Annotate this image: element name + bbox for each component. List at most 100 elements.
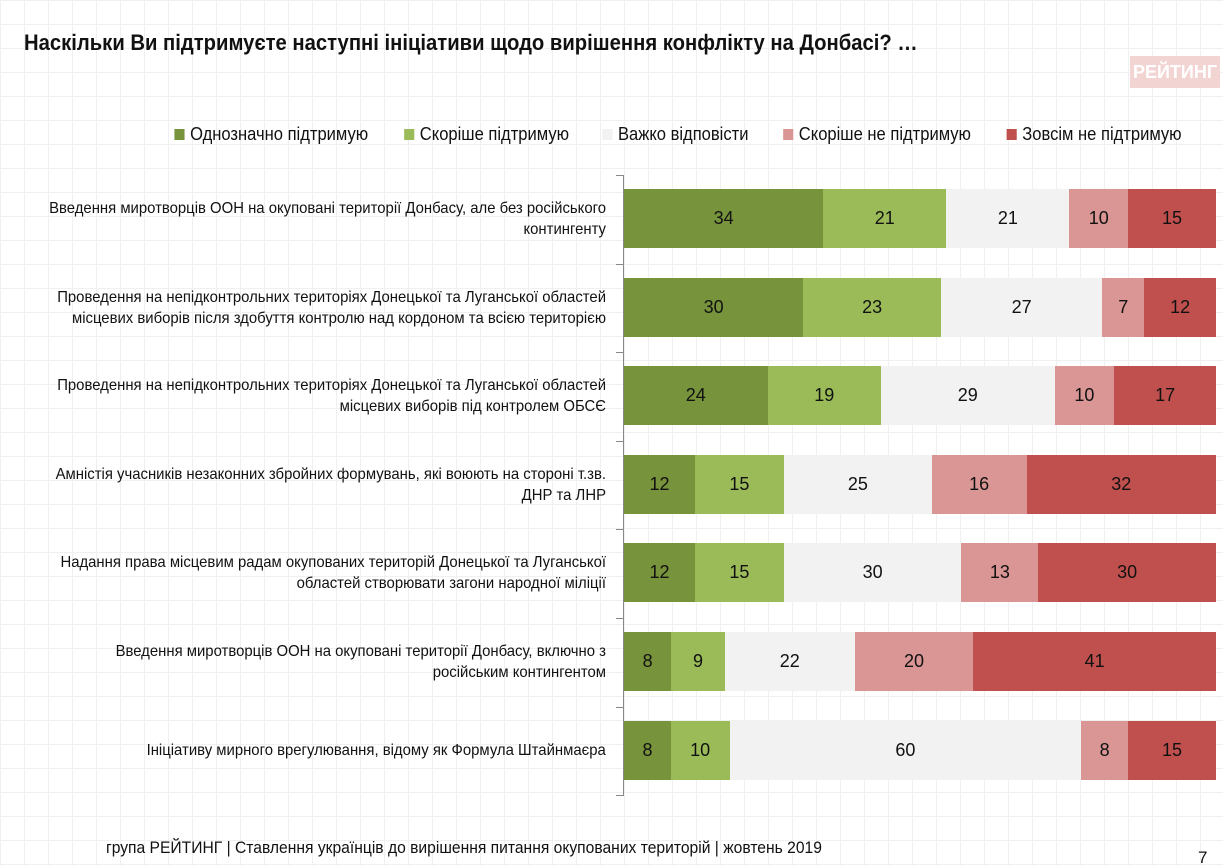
data-label: 15 [729,562,750,583]
stacked-bar: 12 15 30 13 30 [624,543,1216,603]
data-label: 13 [989,562,1010,583]
legend-swatch [602,129,613,140]
category-label: Ініціативу мирного врегулювання, відому … [0,711,606,791]
data-label: 17 [1155,385,1176,406]
bar-segment: 15 [1128,189,1216,248]
stacked-bar: 30 23 27 7 12 [624,277,1216,337]
data-label: 16 [969,473,990,494]
axis-tick [616,618,624,619]
legend-swatch [782,129,793,140]
data-label: 12 [1170,296,1191,317]
data-label: 27 [1011,296,1032,317]
bar-segment: 22 [724,632,855,691]
data-label: 30 [703,296,724,317]
legend-item: Однозначно підтримую [174,124,368,145]
category-label: Введення миротворців ООН на окуповані те… [0,179,606,259]
bar-segment: 41 [973,632,1216,691]
category-label: Амністія учасників незаконних збройних ф… [0,445,606,525]
stacked-bar: 8 10 60 8 15 [624,720,1216,780]
bar-segment: 17 [1114,366,1216,426]
bar-segment: 30 [1038,543,1216,603]
stacked-bar: 24 19 29 10 17 [624,366,1216,426]
category-label-text: Введення миротворців ООН на окуповані те… [115,643,606,681]
y-axis [623,175,624,795]
data-label: 8 [1099,739,1110,760]
data-label: 8 [642,739,653,760]
bar-segment: 25 [783,454,932,514]
legend-swatch [403,129,414,140]
rating-logo: РЕЙТИНГ [1130,56,1220,88]
category-label-text: Ініціативу мирного врегулювання, відому … [146,742,606,760]
data-label: 21 [997,208,1018,228]
data-label: 32 [1111,473,1132,494]
category-label-text: Надання права місцевим радам окупованих … [60,554,607,593]
legend-item: Зовсім не підтримую [1006,124,1181,145]
bar-segment: 13 [961,543,1039,603]
category-label-text: Проведення на непідконтрольних територія… [57,288,607,327]
legend-label: Скоріше не підтримую [798,124,971,144]
data-label: 30 [862,562,883,583]
bar-segment: 20 [854,632,974,691]
bar-segment: 10 [1069,189,1129,248]
data-label: 12 [649,473,670,494]
category-label-text: Амністія учасників незаконних збройних ф… [55,465,606,504]
data-label: 25 [847,473,868,494]
legend-label: Важко відповісти [617,124,749,144]
data-label: 41 [1084,651,1105,671]
chart-legend: Однозначно підтримую Скоріше підтримую Важ… [166,124,1189,145]
data-label: 20 [904,651,925,671]
bar-segment: 19 [767,366,882,426]
data-label: 60 [895,739,916,760]
bar-segment: 8 [624,632,672,691]
data-label: 8 [642,651,653,671]
data-label: 30 [1117,562,1138,583]
legend-swatch [174,129,185,140]
stacked-bar: 12 15 25 16 32 [624,454,1216,514]
bar-segment: 15 [695,543,784,603]
bar-segment: 10 [1054,366,1115,426]
stacked-bar: 8 9 22 20 41 [624,632,1216,691]
bar-segment: 12 [624,543,696,603]
page-number: 7 [1198,848,1208,866]
axis-tick [616,175,624,176]
data-label: 22 [779,651,800,671]
category-label: Проведення на непідконтрольних територія… [0,356,606,436]
bar-segment: 34 [624,189,824,248]
data-label: 15 [1162,739,1183,760]
bar-segment: 32 [1026,454,1216,514]
data-label: 24 [685,385,706,406]
bar-segment: 12 [1144,277,1216,337]
stacked-bar: 34 21 21 10 15 [624,189,1216,248]
data-label: 34 [713,208,734,228]
axis-tick [616,352,624,354]
data-label: 23 [862,296,883,317]
bar-segment: 27 [940,277,1103,337]
bar-segment: 10 [670,720,730,780]
category-label-text: Введення миротворців ООН на окуповані те… [49,200,606,238]
data-label: 7 [1118,296,1129,317]
axis-tick [616,440,624,442]
data-label: 15 [1161,208,1183,228]
bar-segment: 7 [1102,277,1145,337]
bar-segment: 16 [931,454,1027,514]
bar-segment: 8 [1081,720,1129,780]
legend-item: Скоріше підтримую [403,124,569,145]
bar-segment: 8 [624,720,671,780]
page-title: Наскільки Ви підтримуєте наступні ініціа… [24,30,918,55]
legend-label: Зовсім не підтримую [1022,124,1182,144]
legend-label: Скоріше підтримую [419,124,569,144]
bar-segment: 24 [624,366,768,426]
category-label: Введення миротворців ООН на окуповані те… [0,622,606,702]
data-label: 9 [692,651,703,671]
data-label: 29 [957,385,978,406]
footer: група РЕЙТИНГ | Ставлення українців до в… [106,838,822,857]
category-label-text: Проведення на непідконтрольних територія… [57,377,607,416]
axis-tick [616,795,624,797]
category-label: Надання права місцевим радам окупованих … [0,533,606,613]
legend-item: Скоріше не підтримую [782,124,971,145]
axis-tick [616,263,624,265]
legend-label: Однозначно підтримую [190,124,369,144]
legend-item: Важко відповісти [602,124,748,145]
axis-tick [616,706,624,708]
bar-segment: 30 [624,277,804,337]
